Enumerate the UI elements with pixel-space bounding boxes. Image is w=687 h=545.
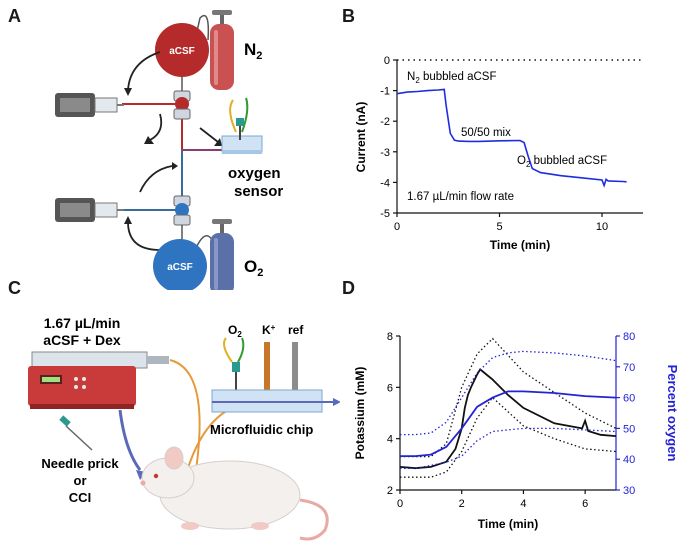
chart-b-ytick-label: -3 bbox=[380, 147, 390, 159]
chart-d-ytick-right-label: 50 bbox=[623, 423, 635, 435]
rat-illustration bbox=[140, 446, 329, 541]
pump-label-line1: 1.67 µL/min bbox=[44, 315, 121, 331]
chart-d-ylabel-left: Potassium (mM) bbox=[353, 367, 367, 460]
chart-d-xtick-label: 0 bbox=[397, 498, 403, 510]
panel-a-schematic: aCSF N2 bbox=[55, 10, 283, 290]
chart-b-ytick-label: -1 bbox=[380, 86, 390, 98]
o2-cylinder bbox=[210, 219, 234, 290]
chart-b-ytick-label: -5 bbox=[380, 208, 390, 220]
sensor-label-line2: sensor bbox=[234, 183, 283, 200]
valve-top bbox=[173, 90, 191, 120]
chart-b-xtick-label: 0 bbox=[394, 221, 400, 233]
chart-b-n2-annotation: N2 bubbled aCSF bbox=[407, 71, 496, 85]
syringe-pump bbox=[28, 351, 169, 409]
injury-label-line1: Needle prick bbox=[41, 456, 119, 471]
needle bbox=[59, 415, 93, 451]
chart-b-mix-annotation: 50/50 mix bbox=[461, 127, 511, 139]
chart-d-ytick-right-label: 30 bbox=[623, 485, 635, 497]
chart-b-ytick-label: 0 bbox=[384, 55, 390, 67]
electrode-ref-label: ref bbox=[288, 323, 304, 337]
electrode-o2-label: O2 bbox=[228, 323, 242, 339]
o2-label: O2 bbox=[244, 257, 263, 279]
chart-d-xtick-label: 2 bbox=[459, 498, 465, 510]
panel-b-chart: 0 5 10 0 -1 -2 -3 -4 -5 N2 bubbled aCSF 50/50 mi… bbox=[354, 55, 643, 252]
acsf-bottom-label: aCSF bbox=[167, 262, 193, 273]
chart-d-ytick-right-label: 80 bbox=[623, 331, 635, 343]
acsf-bottle-top bbox=[155, 23, 209, 77]
panel-letter-c: C bbox=[8, 278, 21, 298]
syringe-pump-top bbox=[55, 93, 124, 117]
chart-d-ytick-left-label: 4 bbox=[387, 434, 393, 446]
chart-d-xtick-label: 4 bbox=[520, 498, 526, 510]
chart-d-ytick-left-label: 8 bbox=[387, 331, 393, 343]
chart-b-o2-annotation: O2 bubbled aCSF bbox=[517, 155, 607, 169]
syringe-pump-bottom bbox=[55, 198, 124, 222]
chart-d-series-left-dotted-1 bbox=[400, 337, 617, 458]
chart-d-ytick-right-label: 60 bbox=[623, 393, 635, 405]
electrodes bbox=[223, 337, 298, 394]
chart-d-ytick-left-label: 6 bbox=[387, 382, 393, 394]
chart-b-ylabel: Current (nA) bbox=[354, 102, 368, 173]
chart-d-ytick-right-label: 40 bbox=[623, 454, 635, 466]
injury-label-line3: CCI bbox=[69, 490, 91, 505]
chart-d-series-right-dotted-5 bbox=[400, 427, 617, 470]
chart-d-ylabel-right: Percent oxygen bbox=[665, 365, 680, 462]
chart-d-xlabel: Time (min) bbox=[478, 517, 538, 531]
valve-bottom bbox=[173, 195, 191, 226]
chart-b-xtick-label: 5 bbox=[496, 221, 502, 233]
panel-c-schematic: 1.67 µL/min aCSF + Dex O2 K+ ref Microfl… bbox=[28, 315, 340, 541]
chart-b-xlabel: Time (min) bbox=[490, 238, 550, 252]
n2-label: N2 bbox=[244, 40, 262, 62]
chart-b-ytick-label: -4 bbox=[380, 177, 390, 189]
chart-d-xtick-label: 6 bbox=[582, 498, 588, 510]
chart-b-xtick-label: 10 bbox=[596, 221, 608, 233]
electrode-k-label: K+ bbox=[262, 323, 276, 337]
chart-b-series-line bbox=[396, 88, 627, 188]
oxygen-sensor-chip bbox=[221, 97, 263, 154]
microfluidic-chip bbox=[211, 389, 340, 413]
panel-letter-a: A bbox=[8, 6, 21, 26]
n2-cylinder bbox=[210, 10, 234, 90]
acsf-bottle-bottom bbox=[153, 239, 207, 290]
chart-d-ytick-left-label: 2 bbox=[387, 485, 393, 497]
injury-label-line2: or bbox=[74, 473, 87, 488]
chart-d-series-right-solid-3 bbox=[400, 390, 617, 457]
panel-letter-d: D bbox=[342, 278, 355, 298]
chart-d-series-right-dotted-4 bbox=[400, 350, 617, 436]
chip-label: Microfluidic chip bbox=[210, 422, 313, 437]
acsf-top-label: aCSF bbox=[169, 46, 195, 57]
chart-d-ytick-right-label: 70 bbox=[623, 362, 635, 374]
chart-b-flow-annotation: 1.67 µL/min flow rate bbox=[407, 191, 514, 203]
panel-letter-b: B bbox=[342, 6, 355, 26]
chart-d-axes bbox=[399, 336, 617, 491]
chart-b-ytick-label: -2 bbox=[380, 116, 390, 128]
pump-label-line2: aCSF + Dex bbox=[43, 332, 121, 348]
sensor-label-line1: oxygen bbox=[228, 165, 281, 182]
